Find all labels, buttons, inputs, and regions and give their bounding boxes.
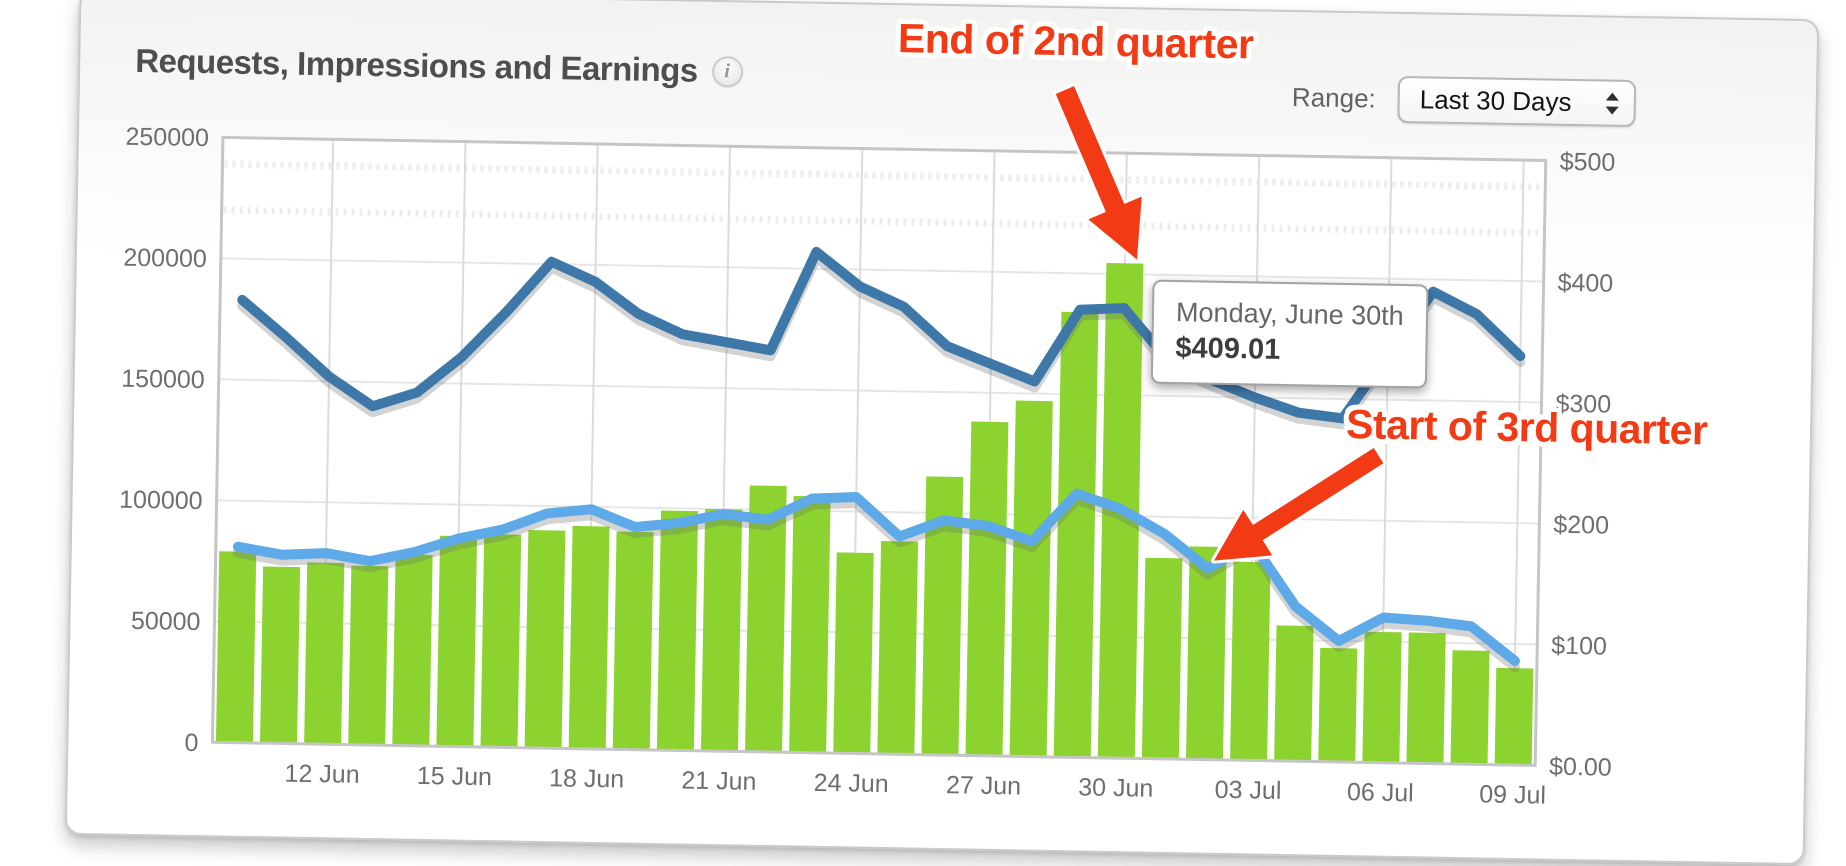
earnings-bar[interactable] — [392, 554, 433, 746]
earnings-bar[interactable] — [965, 421, 1009, 756]
x-axis-tick: 18 Jun — [549, 764, 625, 793]
earnings-bar[interactable] — [524, 529, 566, 748]
earnings-bar[interactable] — [1362, 631, 1402, 763]
left-axis-tick: 200000 — [123, 244, 207, 273]
x-axis-tick: 15 Jun — [417, 762, 493, 791]
left-axis-tick: 0 — [184, 729, 198, 757]
earnings-bar[interactable] — [215, 551, 257, 743]
earnings-bar[interactable] — [1494, 667, 1534, 765]
earnings-bar[interactable] — [1274, 625, 1314, 761]
x-axis-tick: 03 Jul — [1214, 776, 1281, 805]
earnings-bar[interactable] — [436, 535, 478, 746]
earnings-bar[interactable] — [1053, 311, 1099, 757]
range-group: Range: Last 30 Days — [1291, 74, 1637, 128]
earnings-bar[interactable] — [1186, 546, 1227, 759]
earnings-bars[interactable] — [215, 248, 1540, 765]
annotation-start-of-q3: Start of 3rd quarter — [1345, 401, 1708, 454]
x-axis-tick: 30 Jun — [1078, 773, 1154, 802]
left-axis-tick: 100000 — [119, 486, 203, 515]
right-axis-tick: $0.00 — [1549, 753, 1612, 782]
earnings-bar[interactable] — [921, 476, 964, 755]
chart-svg[interactable]: 0 50000 100000 150000 200000 250000 $0.00 $100 $… — [67, 101, 1779, 831]
x-axis-tick: 09 Jul — [1479, 780, 1546, 809]
x-axis-tick: 24 Jun — [813, 769, 889, 798]
requests-line[interactable] — [237, 242, 1526, 432]
x-axis-tick: 12 Jun — [284, 760, 360, 789]
tooltip-date: Monday, June 30th — [1175, 297, 1404, 332]
right-axis-tick: $100 — [1551, 632, 1607, 661]
chart-area: 0 50000 100000 150000 200000 250000 $0.00 $100 $… — [67, 101, 1779, 831]
earnings-bar[interactable] — [304, 562, 345, 744]
earnings-bar[interactable] — [656, 510, 699, 750]
range-select[interactable]: Last 30 Days — [1397, 75, 1637, 128]
earnings-bar[interactable] — [348, 565, 389, 745]
plot-border — [210, 135, 1548, 767]
right-axis-tick: $400 — [1557, 269, 1613, 298]
x-axis-tick: 21 Jun — [681, 767, 757, 796]
earnings-bar[interactable] — [612, 531, 654, 749]
axis-labels: 0 50000 100000 150000 200000 250000 $0.00 $100 $… — [119, 123, 1616, 810]
x-axis-tick: 27 Jun — [946, 771, 1022, 800]
earnings-bar[interactable] — [1318, 647, 1358, 762]
tooltip-value: $409.01 — [1175, 332, 1281, 367]
info-icon[interactable]: i — [711, 55, 743, 87]
earnings-bar[interactable] — [700, 508, 743, 751]
title-wrap: Requests, Impressions and Earnings i — [135, 42, 743, 91]
impressions-line[interactable] — [232, 479, 1521, 672]
left-axis-tick: 150000 — [121, 365, 205, 394]
left-axis-tick: 50000 — [131, 607, 201, 636]
earnings-bar[interactable] — [260, 566, 301, 743]
earnings-bar[interactable] — [789, 495, 831, 753]
earnings-bar[interactable] — [833, 552, 874, 753]
chart-tooltip: Monday, June 30th $409.01 — [1150, 279, 1429, 389]
earnings-bar[interactable] — [1406, 632, 1446, 763]
earnings-bar[interactable] — [745, 485, 787, 752]
earnings-bar[interactable] — [1450, 650, 1490, 764]
x-axis-tick: 06 Jul — [1347, 778, 1414, 807]
right-axis-tick: $300 — [1555, 390, 1611, 419]
select-arrows-icon — [1605, 92, 1620, 115]
left-axis-tick: 250000 — [125, 123, 209, 152]
earnings-bar[interactable] — [568, 525, 610, 749]
range-select-value: Last 30 Days — [1419, 84, 1572, 117]
earnings-bar[interactable] — [1230, 561, 1271, 760]
earnings-bar[interactable] — [480, 534, 522, 747]
annotation-end-of-q2: End of 2nd quarter — [897, 15, 1254, 68]
earnings-bar[interactable] — [1141, 557, 1183, 759]
chart-header: Requests, Impressions and Earnings i Ran… — [135, 42, 1777, 128]
page-title: Requests, Impressions and Earnings — [134, 41, 699, 89]
right-axis-tick: $500 — [1559, 148, 1615, 177]
earnings-bar[interactable] — [877, 540, 919, 754]
right-axis-tick: $200 — [1553, 511, 1609, 540]
report-card: Requests, Impressions and Earnings i Ran… — [64, 0, 1820, 866]
range-label: Range: — [1291, 82, 1377, 114]
earnings-bar[interactable] — [1009, 400, 1053, 756]
